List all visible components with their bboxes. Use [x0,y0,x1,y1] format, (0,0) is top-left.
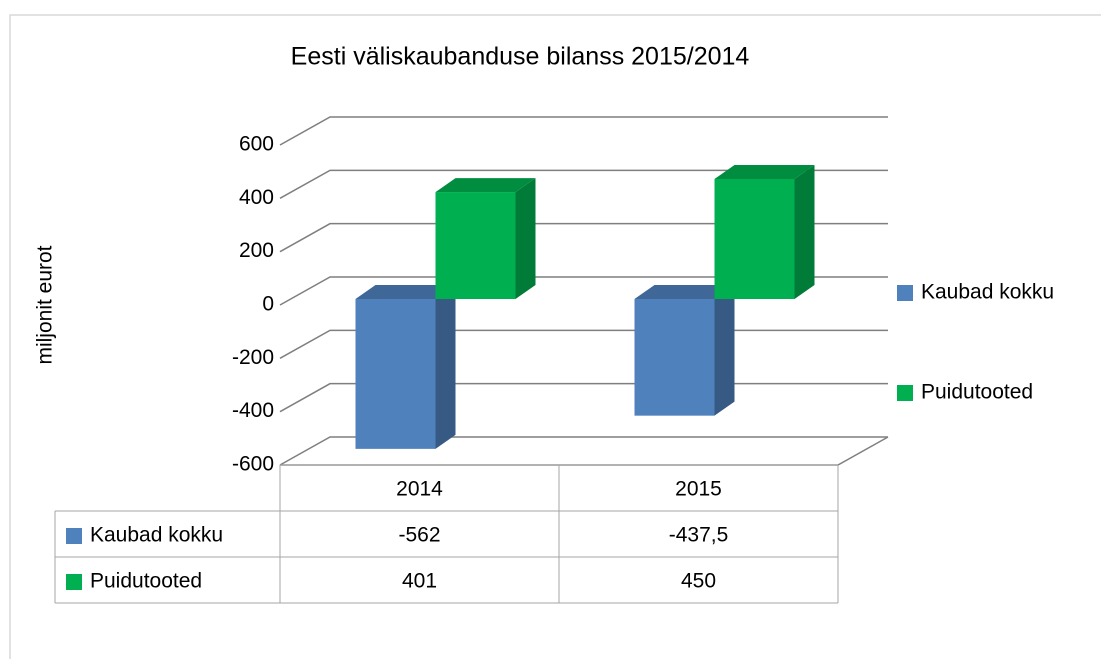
grid-line [279,169,888,199]
bar [634,299,715,416]
legend-label: Kaubad kokku [921,281,1054,304]
grid-line [279,222,888,253]
grid-line [279,436,888,466]
table-value: 450 [681,570,716,593]
legend-label: Puidutooted [921,381,1033,404]
legend-swatch [897,385,913,401]
bar-top [355,285,456,299]
x-tick-label: 2014 [396,478,443,501]
table-value: -437,5 [669,524,729,547]
bar-top [714,165,815,179]
table-value: -562 [398,524,440,547]
y-tick-label: 600 [239,133,274,156]
bar-side [435,285,456,449]
bar [435,192,516,299]
bar-side [714,285,735,416]
table-value: 401 [402,570,437,593]
table-legend-swatch [66,574,82,590]
chart-title: Eesti väliskaubanduse bilanss 2015/2014 [291,43,750,71]
x-tick-label: 2015 [675,478,722,501]
y-tick-label: 0 [262,293,274,316]
bar [714,179,795,299]
bar-side [515,178,536,299]
table-legend-swatch [66,528,82,544]
y-axis-label: miljonit eurot [34,245,57,364]
bar-top [435,178,536,193]
legend-swatch [897,285,913,301]
y-tick-label: 400 [239,186,274,209]
table-row-label: Puidutooted [90,570,202,593]
chart-frame [9,14,1101,659]
y-tick-label: 200 [239,239,274,262]
y-tick-label: -600 [232,453,274,476]
y-tick-label: -400 [232,399,274,422]
grid-line [279,116,888,146]
grid-line [279,276,888,306]
table-row-label: Kaubad kokku [90,524,223,547]
bar-side [794,165,815,299]
bar [355,299,436,449]
bar-top [634,285,735,299]
y-tick-label: -200 [232,346,274,369]
